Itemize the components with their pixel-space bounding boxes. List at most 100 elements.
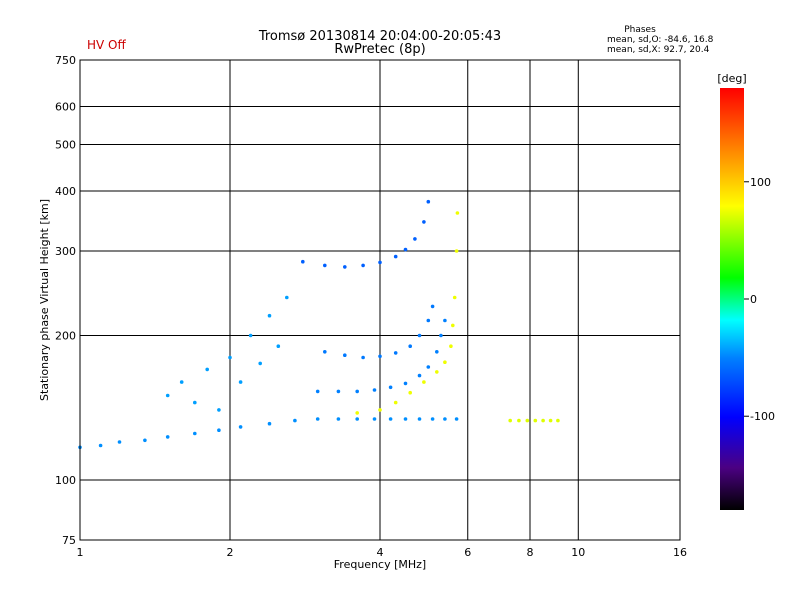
echo-point [336,417,341,421]
echo-point [426,365,431,369]
echo-point [315,417,320,421]
echo-point [408,390,413,395]
echo-point [417,417,422,421]
hv-status-label: HV Off [87,38,126,52]
plot-frame [79,59,681,541]
echo-point [323,350,327,354]
echo-point [315,389,320,394]
x-tick-label: 8 [527,546,534,559]
echo-point [301,259,305,264]
y-tick-label: 600 [55,101,76,114]
echo-point [355,417,360,421]
echo-point [361,263,365,268]
phase-stats-x: mean, sd,X: 92.7, 20.4 [607,45,710,55]
colorbar-tick-label: -100 [750,410,775,423]
echo-point [217,408,221,412]
echo-point [193,400,197,405]
echo-point [430,417,435,421]
echo-point [422,220,426,224]
echo-point [443,360,447,365]
echo-point [556,418,560,423]
phase-stats-heading: Phases [624,25,656,35]
echo-point [217,428,221,433]
echo-point [525,418,530,423]
echo-point [451,323,455,328]
echo-point [343,265,347,269]
echo-point [430,304,435,309]
echo-point [393,351,398,355]
echo-point [205,367,209,372]
echo-point [508,418,512,423]
echo-point [378,408,382,412]
echo-point [238,380,243,384]
echo-point [426,199,431,204]
grid-lines [80,60,680,540]
x-tick-label: 10 [571,546,585,559]
x-tick-label: 1 [77,546,84,559]
echo-point [443,417,447,421]
echo-point [143,438,147,443]
colorbar-label: [deg] [717,72,746,85]
echo-point [417,373,422,378]
echo-point [267,421,272,426]
echo-point [435,350,439,354]
echo-point [378,354,382,359]
echo-point [408,344,413,349]
colorbar-tick-label: 0 [750,293,757,306]
echo-point [98,443,103,448]
echo-point [517,418,521,423]
colorbar-ticks: 100 0 -100 [744,176,775,423]
echo-point [403,247,408,252]
echo-point [165,435,170,439]
echo-point [443,318,447,323]
echo-traces [78,199,560,450]
y-tick-label: 100 [55,474,76,487]
echo-point [454,417,459,421]
echo-point [455,211,460,215]
y-tick-label: 500 [55,139,76,152]
echo-point [548,418,553,423]
colorbar [720,88,744,510]
echo-point [361,355,365,360]
echo-point [228,355,232,360]
colorbar-tick-label: 100 [750,176,771,189]
echo-point [422,380,426,384]
echo-point [435,370,439,374]
echo-point [248,333,253,338]
echo-point [541,418,545,423]
echo-point [267,313,272,318]
axis-ticks: 1 2 4 6 8 10 16 75 100 200 300 400 500 600 750 [55,54,687,559]
echo-point [343,353,347,358]
echo-point [355,411,360,415]
y-tick-label: 200 [55,330,76,343]
x-tick-label: 4 [377,546,384,559]
phase-stats-o: mean, sd,O: -84.6, 16.8 [607,35,714,45]
echo-point [378,260,382,265]
echo-point [454,249,459,253]
echo-point [533,418,538,423]
x-axis-label: Frequency [MHz] [334,558,426,571]
y-tick-label: 75 [62,534,76,547]
echo-point [403,417,408,421]
echo-point [372,388,377,392]
echo-point [372,417,377,421]
echo-point [336,389,341,394]
echo-point [179,380,184,384]
x-tick-label: 16 [673,546,687,559]
x-tick-label: 2 [227,546,234,559]
echo-point [323,263,327,268]
echo-point [193,431,197,436]
echo-point [238,425,243,429]
echo-point [388,417,393,421]
echo-point [426,318,431,323]
echo-point [452,295,457,300]
echo-point [355,389,360,394]
echo-point [449,344,453,349]
echo-point [388,385,393,390]
echo-point [165,393,170,398]
x-tick-label: 6 [464,546,471,559]
y-tick-label: 300 [55,245,76,258]
echo-point [117,440,122,444]
echo-point [258,361,263,366]
